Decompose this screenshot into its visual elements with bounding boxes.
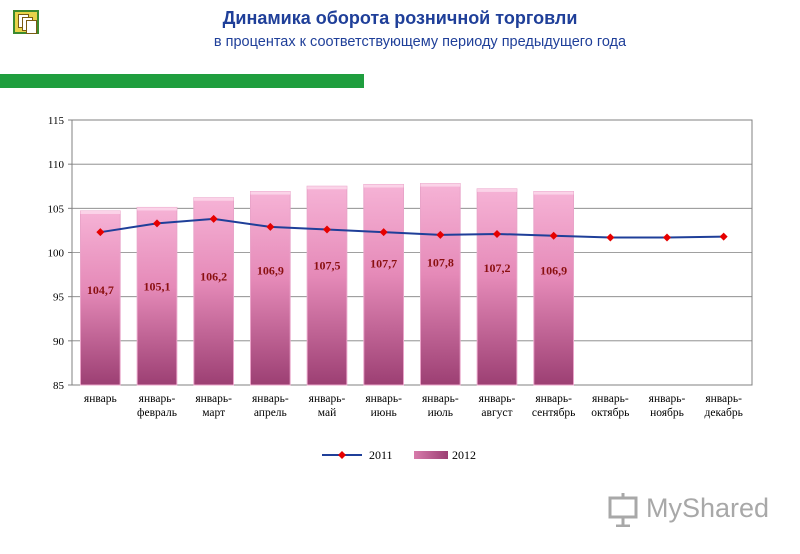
bar-2012-top: [477, 188, 517, 192]
point-2011: [266, 222, 275, 231]
point-2011: [323, 225, 331, 234]
point-2011: [209, 214, 218, 223]
chart-title: Динамика оборота розничной торговли: [222, 8, 578, 28]
x-tick-label: ноябрь: [650, 407, 684, 419]
x-tick-label: февраль: [137, 407, 177, 419]
point-2011: [436, 230, 445, 239]
legend-label-2011: 2011: [369, 448, 393, 462]
bar-2012-top: [533, 191, 574, 195]
point-2011: [606, 233, 615, 242]
bar-2012: [193, 197, 234, 386]
x-tick-label: июнь: [371, 407, 397, 419]
x-tick-label: декабрь: [705, 407, 743, 419]
point-2011: [379, 228, 388, 237]
x-tick-label: март: [202, 407, 225, 419]
bar-2012-top: [250, 191, 291, 195]
y-tick-label: 95: [53, 292, 65, 304]
y-tick-label: 110: [48, 159, 65, 171]
document-stack-icon: [13, 10, 39, 34]
bar-2012: [136, 206, 178, 386]
bar-2012-top: [363, 184, 404, 188]
legend-bar-swatch: [414, 451, 448, 459]
point-2011: [493, 229, 501, 238]
x-tick-label: январь-: [422, 393, 459, 405]
data-label-2012: 107,8: [427, 256, 454, 270]
x-tick-label: январь-: [479, 393, 516, 405]
point-2011: [663, 233, 671, 242]
x-tick-label: октябрь: [591, 407, 629, 419]
bar-2012-top: [80, 210, 121, 214]
data-label-2012: 104,7: [87, 283, 114, 297]
point-2011: [96, 228, 105, 237]
x-tick-label: январь-: [309, 393, 346, 405]
bar-2012-top: [193, 197, 234, 201]
x-tick-label: январь-: [365, 393, 402, 405]
watermark-text: MyShared: [646, 493, 770, 523]
point-2011: [719, 232, 728, 241]
bar-2012: [80, 210, 121, 386]
point-2011: [549, 231, 558, 240]
x-tick-label: январь-: [195, 393, 232, 405]
bar-2012: [420, 183, 461, 386]
x-tick-label: апрель: [254, 407, 287, 419]
bar-2012-top: [307, 186, 347, 190]
x-tick-label: август: [481, 407, 512, 419]
bar-2012-top: [137, 207, 177, 211]
bar-2012: [363, 183, 405, 386]
x-tick-label: июль: [428, 407, 453, 419]
presentation-board-icon: [608, 493, 638, 527]
x-tick-label: январь: [84, 393, 117, 405]
legend-label-2012: 2012: [452, 448, 476, 462]
legend-marker-swatch: [338, 451, 346, 459]
bar-2012: [533, 191, 574, 386]
y-tick-label: 100: [48, 248, 65, 260]
bar-2012: [476, 188, 518, 386]
data-label-2012: 107,5: [314, 258, 341, 272]
bar-2012: [306, 185, 348, 386]
chart-subtitle: в процентах к соответствующему периоду п…: [213, 34, 627, 50]
y-tick-label: 105: [48, 203, 65, 215]
data-label-2012: 106,9: [257, 264, 284, 278]
y-tick-label: 85: [53, 380, 65, 392]
y-tick-label: 90: [53, 336, 65, 348]
data-label-2012: 105,1: [144, 279, 171, 293]
data-label-2012: 106,9: [540, 264, 567, 278]
data-label-2012: 107,2: [484, 261, 511, 275]
point-2011: [153, 219, 161, 228]
bar-2012: [250, 191, 291, 386]
x-tick-label: сентябрь: [532, 407, 576, 419]
x-tick-label: январь-: [252, 393, 289, 405]
x-tick-label: январь-: [705, 393, 742, 405]
data-label-2012: 107,7: [370, 256, 397, 270]
x-tick-label: январь-: [649, 393, 686, 405]
x-tick-label: май: [318, 407, 336, 419]
line-2011: [100, 217, 724, 239]
bar-2012-top: [420, 183, 461, 187]
y-tick-label: 115: [48, 115, 65, 127]
x-tick-label: январь-: [139, 393, 176, 405]
data-label-2012: 106,2: [200, 270, 227, 284]
x-tick-label: январь-: [592, 393, 629, 405]
accent-bar: [0, 74, 364, 88]
watermark-logo: MyShared: [608, 493, 770, 531]
x-tick-label: январь-: [535, 393, 572, 405]
